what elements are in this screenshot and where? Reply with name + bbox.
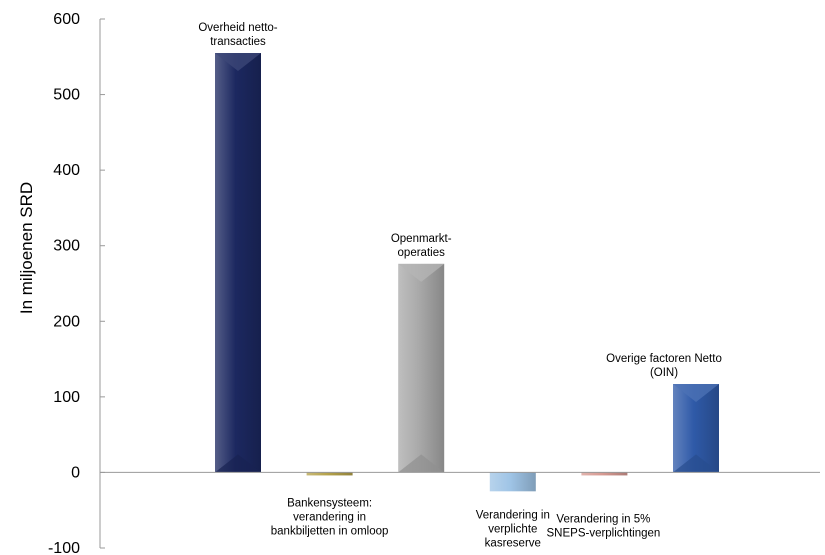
bar-rect <box>489 472 536 492</box>
bar-rect <box>306 472 353 476</box>
y-tick-label: -100 <box>48 540 80 555</box>
y-tick-label: 600 <box>53 11 80 28</box>
data-label-line: Overige factoren Netto <box>606 353 722 365</box>
y-tick-label: 400 <box>53 162 80 179</box>
bar-bevel-top <box>398 263 445 282</box>
data-label-line: bankbiljetten in omloop <box>271 525 389 537</box>
data-label-line: Verandering in 5% <box>556 513 650 525</box>
bar-bevel-bottom <box>215 454 261 473</box>
y-axis-label: In miljoenen SRD <box>17 182 36 314</box>
y-tick-label: 200 <box>53 313 80 330</box>
bar-3 <box>398 263 445 473</box>
data-label-line: Openmarkt- <box>391 233 452 245</box>
bar-1 <box>215 53 261 473</box>
bar-4 <box>489 472 536 492</box>
data-label: Overige factoren Netto (OIN) <box>606 353 722 379</box>
bar-rect <box>581 472 628 476</box>
data-label: Openmarkt-operaties <box>391 233 452 259</box>
data-label-line: verplichte <box>488 523 537 535</box>
bar-2 <box>306 472 353 476</box>
data-label-line: Overheid netto- <box>198 22 277 34</box>
data-label: Bankensysteem: verandering in bankbiljette… <box>271 497 389 537</box>
bar-rect <box>398 263 445 473</box>
data-label-line: Verandering in <box>476 509 550 521</box>
y-tick-label: 100 <box>53 389 80 406</box>
bar-5 <box>581 472 628 476</box>
data-label-line: transacties <box>210 36 266 48</box>
data-label-line: (OIN) <box>650 367 678 379</box>
data-labels: Overheid netto-transacties Bankensysteem:… <box>198 22 721 549</box>
data-label: Verandering in verplichte kasreserve <box>476 509 550 549</box>
bar-rect <box>215 53 261 473</box>
data-label: Overheid netto-transacties <box>198 22 277 48</box>
y-axis: 600 500 400 300 200 100 0 -100 <box>48 11 105 555</box>
bar-bevel-top <box>215 53 261 72</box>
data-label-line: verandering in <box>293 511 366 523</box>
bars <box>215 53 719 492</box>
data-label-line: Bankensysteem: <box>287 497 372 509</box>
y-tick-label: 0 <box>71 464 80 481</box>
data-label-line: SNEPS-verplichtingen <box>547 527 661 539</box>
data-label: Verandering in 5% SNEPS-verplichtingen <box>547 513 661 539</box>
data-label-line: operaties <box>398 247 446 259</box>
y-tick-label: 500 <box>53 87 80 104</box>
data-label-line: kasreserve <box>485 537 541 549</box>
bar-bevel-bottom <box>673 454 719 473</box>
bar-bevel-bottom <box>398 454 445 473</box>
bar-6 <box>673 384 719 473</box>
bar-bevel-top <box>673 384 719 403</box>
y-tick-label: 300 <box>53 238 80 255</box>
